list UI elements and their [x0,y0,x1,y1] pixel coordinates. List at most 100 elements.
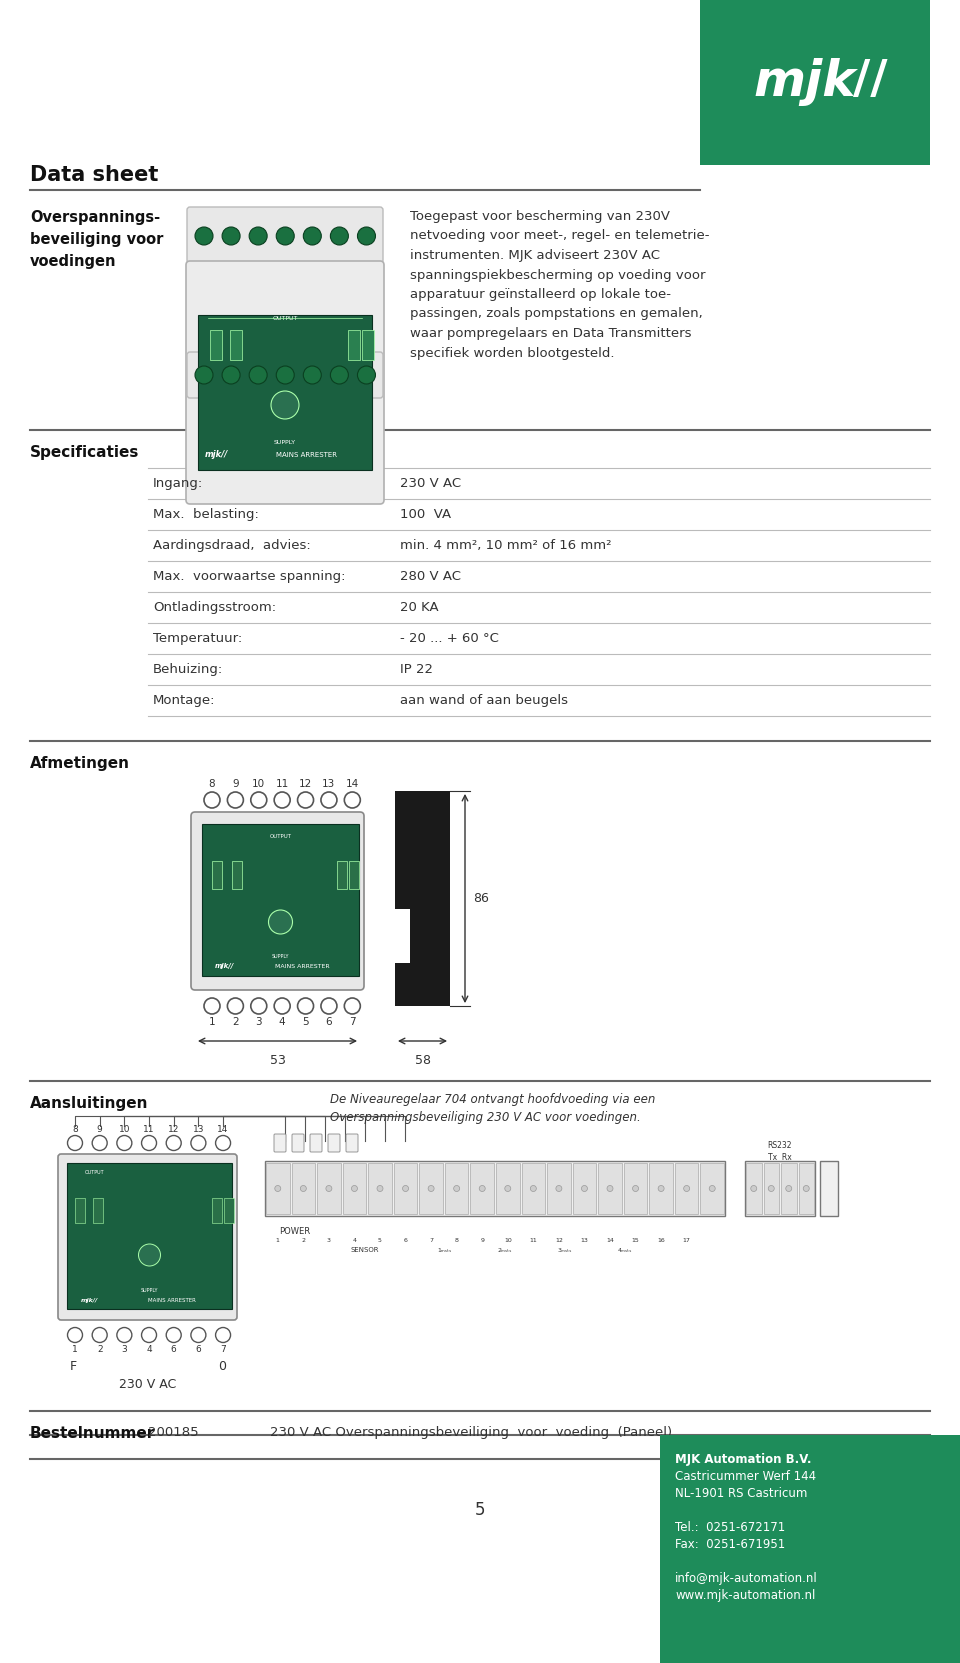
Text: 1: 1 [276,1237,279,1242]
Bar [701,1162,724,1214]
Text: 13: 13 [581,1237,588,1242]
Circle shape [269,910,293,935]
Text: OUTPUT: OUTPUT [270,833,292,838]
Text: 53: 53 [270,1054,285,1068]
Circle shape [276,366,294,384]
Bar [598,1162,622,1214]
FancyBboxPatch shape [310,1134,322,1152]
Circle shape [271,391,299,419]
Circle shape [330,228,348,244]
Text: 8: 8 [208,778,215,788]
Text: 7: 7 [220,1344,226,1354]
Bar [420,1162,443,1214]
Text: Afmetingen: Afmetingen [30,757,130,772]
Circle shape [300,1186,306,1191]
Text: 11: 11 [276,778,289,788]
Text: Aansluitingen: Aansluitingen [30,1096,149,1111]
Text: SENSOR: SENSOR [350,1247,379,1252]
Circle shape [330,366,348,384]
Text: aan wand of aan beugels: aan wand of aan beugels [400,693,568,707]
Text: 0: 0 [218,1360,226,1374]
Text: Max.  voorwaartse spanning:: Max. voorwaartse spanning: [153,570,346,584]
Text: 13: 13 [193,1124,204,1134]
Circle shape [530,1186,537,1191]
Text: 5: 5 [302,1018,309,1028]
Text: 3: 3 [327,1237,331,1242]
Text: 7: 7 [349,1018,355,1028]
Text: 3: 3 [255,1018,262,1028]
Circle shape [351,1186,357,1191]
Text: OUTPUT: OUTPUT [273,316,298,321]
Text: Castricummer Werf 144: Castricummer Werf 144 [675,1470,816,1483]
Text: 14: 14 [217,1124,228,1134]
Circle shape [222,366,240,384]
Bar [224,1197,234,1222]
Text: MAINS ARRESTER: MAINS ARRESTER [276,452,338,457]
Text: 2: 2 [232,1018,239,1028]
Text: Ingang:: Ingang: [153,477,204,491]
Bar [799,1162,814,1214]
Bar [395,792,450,1006]
Bar [369,1162,392,1214]
Text: 3: 3 [122,1344,128,1354]
Circle shape [275,1186,280,1191]
Circle shape [479,1186,485,1191]
Text: Tx  Rx: Tx Rx [768,1152,792,1161]
Text: 9: 9 [480,1237,484,1242]
Text: Toegepast voor bescherming van 230V
netvoeding voor meet-, regel- en telemetrie-: Toegepast voor bescherming van 230V netv… [410,210,709,359]
Bar [700,0,930,165]
Circle shape [402,1186,409,1191]
Text: 6: 6 [171,1344,177,1354]
Text: mjk//: mjk// [204,451,228,459]
Text: F: F [69,1360,77,1374]
Text: 9: 9 [232,778,239,788]
Bar [202,823,359,976]
FancyBboxPatch shape [187,353,383,397]
Text: POWER: POWER [279,1227,311,1236]
Text: SUPPLY: SUPPLY [274,441,296,446]
Bar [210,329,222,359]
Text: 5: 5 [475,1502,485,1518]
Bar [266,1162,290,1214]
Circle shape [768,1186,775,1191]
Text: 12: 12 [168,1124,180,1134]
Text: IP 22: IP 22 [400,664,433,675]
Text: 2: 2 [97,1344,103,1354]
Text: mjk//: mjk// [214,963,233,970]
Bar [292,1162,315,1214]
Text: 100  VA: 100 VA [400,507,451,521]
Circle shape [303,228,322,244]
Text: NL-1901 RS Castricum: NL-1901 RS Castricum [675,1487,807,1500]
Text: MAINS ARRESTER: MAINS ARRESTER [276,965,330,970]
Bar [265,1161,725,1216]
Circle shape [804,1186,809,1191]
Circle shape [303,366,322,384]
Text: Overspannings-
beveiliging voor
voedingen: Overspannings- beveiliging voor voedinge… [30,210,163,269]
Bar [496,1162,519,1214]
Circle shape [505,1186,511,1191]
Circle shape [659,1186,664,1191]
Bar [395,910,410,963]
Text: 4: 4 [352,1237,356,1242]
Bar [746,1162,761,1214]
Text: Aardingsdraad,  advies:: Aardingsdraad, advies: [153,539,311,552]
Text: 280 V AC: 280 V AC [400,570,461,584]
Circle shape [582,1186,588,1191]
Text: mjk//: mjk// [81,1299,98,1304]
Text: 10: 10 [504,1237,512,1242]
Bar [820,1161,838,1216]
Text: Temperatuur:: Temperatuur: [153,632,242,645]
Circle shape [325,1186,332,1191]
Circle shape [377,1186,383,1191]
Bar [394,1162,418,1214]
Circle shape [751,1186,756,1191]
Bar [470,1162,494,1214]
Text: 14: 14 [346,778,359,788]
Text: 10: 10 [119,1124,131,1134]
FancyBboxPatch shape [292,1134,304,1152]
FancyBboxPatch shape [187,206,383,263]
Text: 200185: 200185 [148,1425,199,1438]
FancyBboxPatch shape [191,812,364,989]
Text: 6: 6 [325,1018,332,1028]
FancyBboxPatch shape [274,1134,286,1152]
